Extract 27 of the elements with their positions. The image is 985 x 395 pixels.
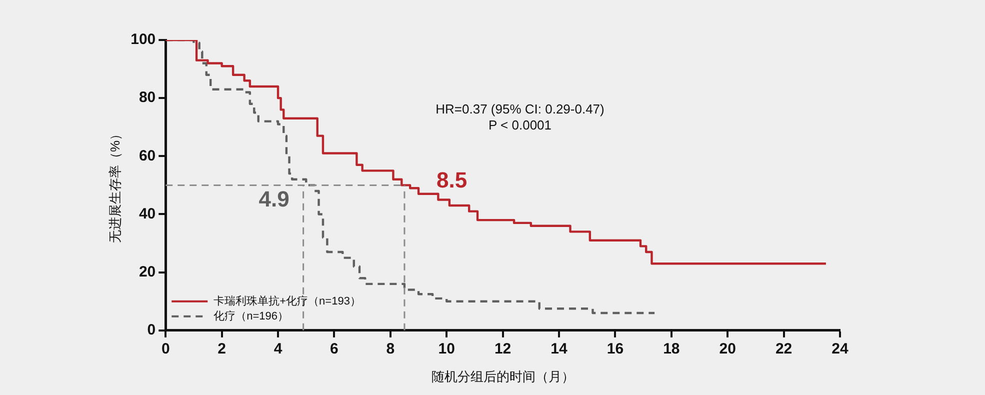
x-axis-title: 随机分组后的时间（月） xyxy=(431,368,574,384)
x-tick-label: 14 xyxy=(550,340,568,358)
annotation: HR=0.37 (95% CI: 0.29-0.47) xyxy=(436,102,604,117)
x-tick-label: 6 xyxy=(330,340,338,358)
x-tick-label: 8 xyxy=(386,340,395,358)
x-tick-label: 10 xyxy=(438,340,455,358)
x-tick-label: 18 xyxy=(663,340,680,358)
annotation: 4.9 xyxy=(258,186,290,212)
y-tick-label: 20 xyxy=(138,263,156,280)
legend-label: 化疗（n=196） xyxy=(214,309,289,322)
x-tick-label: 4 xyxy=(274,340,283,358)
x-tick-label: 2 xyxy=(218,340,226,358)
x-tick-label: 24 xyxy=(832,340,849,358)
x-tick-label: 20 xyxy=(719,340,736,358)
y-axis-title: 无进展生存率（%） xyxy=(107,127,122,243)
annotation: 8.5 xyxy=(436,167,468,192)
x-tick-label: 12 xyxy=(494,340,512,358)
y-tick-label: 80 xyxy=(138,89,156,106)
x-tick-label: 16 xyxy=(606,340,624,358)
y-tick-label: 0 xyxy=(147,322,156,339)
annotation: P < 0.0001 xyxy=(488,118,552,133)
y-tick-label: 100 xyxy=(130,31,156,48)
x-tick-label: 0 xyxy=(161,340,170,358)
y-tick-label: 60 xyxy=(138,147,156,164)
x-tick-label: 22 xyxy=(775,340,792,358)
y-tick-label: 40 xyxy=(138,205,156,222)
legend-label: 卡瑞利珠单抗+化疗（n=193） xyxy=(214,294,361,308)
